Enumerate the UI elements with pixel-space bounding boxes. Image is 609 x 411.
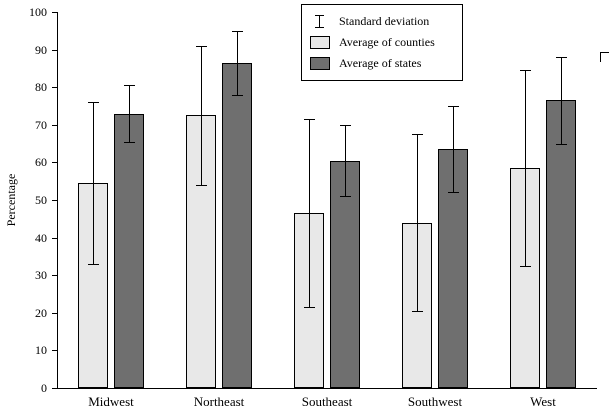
error-bar-top-cap	[304, 119, 315, 121]
bar	[510, 168, 540, 388]
x-tick-label: West	[530, 394, 556, 409]
y-axis-title: Percentage	[4, 173, 18, 227]
error-bar-line	[417, 134, 418, 311]
y-tick-label: 20	[35, 305, 47, 320]
error-bar-top-cap	[88, 102, 99, 104]
counties-swatch	[310, 36, 330, 49]
error-bar-top-cap	[412, 134, 423, 136]
y-tick-mark	[52, 49, 57, 51]
x-tick-label: Southwest	[407, 394, 463, 409]
error-bar-top-cap	[124, 85, 135, 87]
bar	[330, 160, 360, 388]
error-bar-bottom-cap	[196, 184, 207, 186]
y-tick-label: 60	[35, 155, 47, 170]
error-bar-bottom-cap	[88, 263, 99, 265]
y-tick-label: 40	[35, 230, 47, 245]
error-bar-top-cap	[556, 57, 567, 59]
error-bar-icon-line	[319, 15, 320, 28]
y-tick-label: 90	[35, 42, 47, 57]
error-bar-line	[525, 70, 526, 266]
y-tick-mark	[52, 162, 57, 164]
error-bar-line	[345, 124, 346, 197]
error-bar-line	[129, 85, 130, 142]
y-tick-label: 0	[41, 381, 47, 395]
error-bar-bottom-cap	[448, 192, 459, 194]
error-bar-bottom-cap	[412, 310, 423, 312]
y-tick-mark	[52, 237, 57, 239]
y-tick-label: 70	[35, 117, 47, 132]
x-axis-line	[57, 388, 597, 389]
y-tick-mark	[52, 275, 57, 277]
legend: Standard deviation Average of counties A…	[301, 4, 463, 81]
y-tick-mark	[52, 388, 57, 389]
error-bar-bottom-cap	[304, 307, 315, 309]
bar	[546, 100, 576, 388]
right-edge-mark-horizontal	[600, 52, 609, 53]
bar	[114, 113, 144, 388]
error-bar-bottom-cap	[232, 94, 243, 96]
error-bar-bottom-cap	[340, 196, 351, 198]
y-tick-mark	[52, 350, 57, 352]
y-tick-mark	[52, 312, 57, 314]
legend-item-average-of-counties: Average of counties	[310, 32, 454, 53]
y-tick-mark	[52, 200, 57, 201]
error-bar-line	[93, 102, 94, 264]
error-bar-icon-bottom-cap	[315, 27, 324, 28]
error-bar-bottom-cap	[124, 141, 135, 143]
y-tick-label: 50	[35, 193, 47, 207]
y-tick-label: 100	[29, 5, 47, 19]
error-bar-bottom-cap	[556, 143, 567, 145]
error-bar-top-cap	[448, 106, 459, 107]
error-bar-top-cap	[520, 70, 531, 72]
x-tick-label: Southeast	[301, 394, 353, 409]
error-bar-line	[237, 30, 238, 95]
error-bar-line	[561, 57, 562, 144]
error-bar-top-cap	[232, 30, 243, 32]
y-tick-mark	[52, 124, 57, 126]
error-bar-top-cap	[196, 45, 207, 47]
legend-item-standard-deviation: Standard deviation	[310, 11, 454, 32]
x-tick-label: Midwest	[88, 394, 134, 409]
legend-label-average-of-states: Average of states	[339, 56, 422, 70]
error-bar-top-cap	[340, 124, 351, 126]
error-bar-line	[453, 106, 454, 193]
y-tick-label: 30	[35, 268, 47, 283]
bar	[222, 62, 252, 388]
right-edge-mark-vertical	[600, 52, 601, 62]
legend-label-average-of-counties: Average of counties	[339, 35, 435, 49]
legend-label-standard-deviation: Standard deviation	[339, 14, 430, 28]
y-tick-mark	[52, 12, 57, 13]
y-tick-mark	[52, 87, 57, 89]
y-tick-label: 10	[35, 343, 47, 358]
error-bar-icon	[310, 14, 330, 29]
x-tick-label: Northeast	[193, 394, 245, 409]
error-bar-line	[201, 45, 202, 185]
y-tick-label: 80	[35, 80, 47, 95]
states-swatch	[310, 57, 330, 70]
y-axis-line	[57, 12, 58, 389]
error-bar-bottom-cap	[520, 265, 531, 267]
legend-item-average-of-states: Average of states	[310, 53, 454, 74]
error-bar-line	[309, 119, 310, 308]
